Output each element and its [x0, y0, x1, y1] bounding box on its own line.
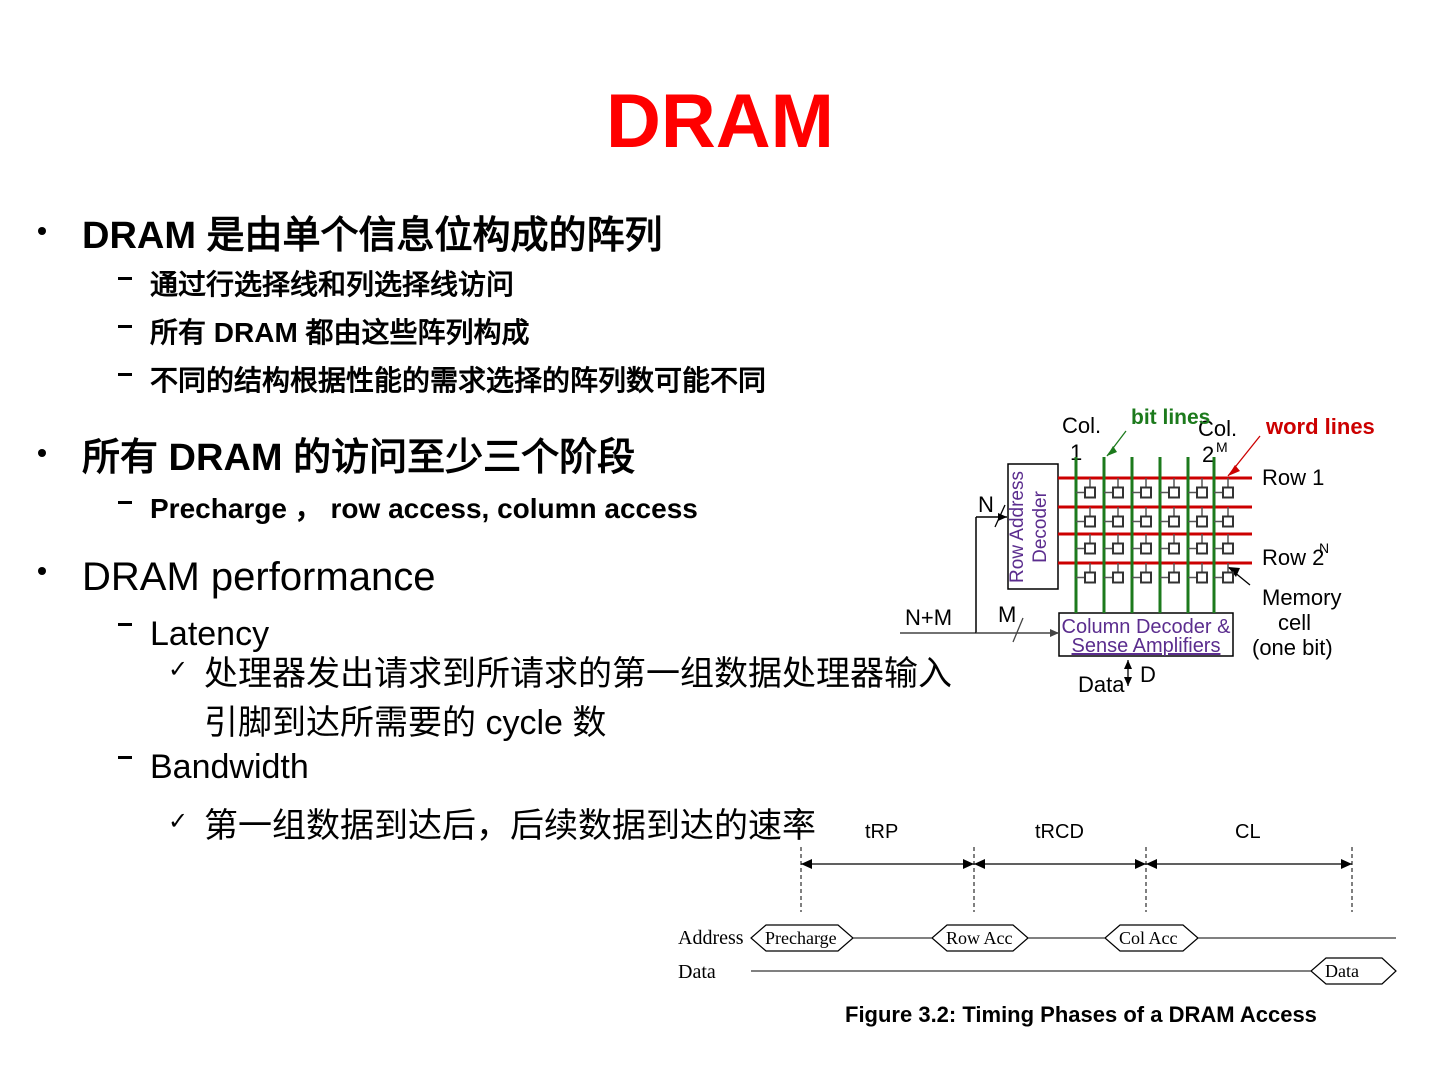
svg-text:cell: cell [1278, 610, 1311, 635]
svg-text:Sense Amplifiers: Sense Amplifiers [1072, 635, 1221, 657]
svg-text:N+M: N+M [905, 605, 952, 630]
svg-text:N: N [978, 492, 994, 517]
svg-text:M: M [1216, 439, 1228, 455]
svg-text:Decoder: Decoder [1030, 490, 1051, 562]
svg-text:2: 2 [1202, 442, 1214, 467]
svg-text:CL: CL [1235, 821, 1261, 843]
svg-text:bit lines: bit lines [1131, 406, 1210, 429]
svg-text:Precharge: Precharge [765, 928, 837, 948]
svg-text:Data: Data [1325, 961, 1359, 981]
svg-text:Col.: Col. [1062, 413, 1101, 438]
svg-text:Row 1: Row 1 [1262, 465, 1324, 490]
svg-text:tRCD: tRCD [1035, 821, 1084, 843]
svg-text:tRP: tRP [865, 821, 898, 843]
svg-text:Data: Data [1078, 672, 1125, 697]
svg-text:Data: Data [678, 961, 716, 983]
svg-text:word lines: word lines [1265, 414, 1375, 439]
svg-text:Col Acc: Col Acc [1119, 928, 1178, 948]
svg-text:N: N [1319, 540, 1329, 556]
svg-text:M: M [998, 602, 1016, 627]
svg-text:Memory: Memory [1262, 585, 1341, 610]
svg-text:Figure 3.2: Timing Phases of a: Figure 3.2: Timing Phases of a DRAM Acce… [845, 1002, 1317, 1027]
svg-text:Row Address: Row Address [1007, 471, 1028, 583]
svg-text:Row 2: Row 2 [1262, 545, 1324, 570]
svg-text:(one bit): (one bit) [1252, 635, 1333, 660]
svg-text:D: D [1140, 662, 1156, 687]
svg-text:Row Acc: Row Acc [946, 928, 1013, 948]
svg-text:Address: Address [678, 927, 744, 949]
